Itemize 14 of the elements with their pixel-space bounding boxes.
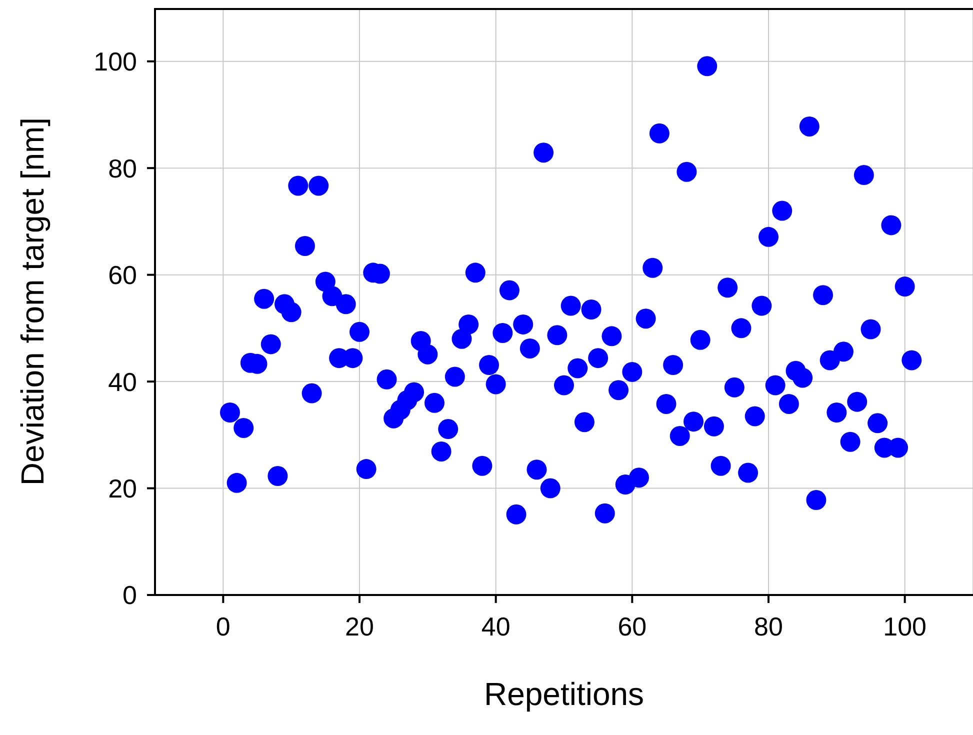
x-tick-label: 60 — [618, 611, 647, 642]
y-tick-label: 40 — [108, 366, 137, 397]
y-axis-title: Deviation from target [nm] — [14, 117, 50, 486]
x-tick-label: 80 — [754, 611, 783, 642]
y-tick-label: 100 — [94, 46, 137, 77]
x-tick-label: 0 — [216, 611, 230, 642]
x-axis-title: Repetitions — [484, 676, 644, 712]
y-tick-label: 80 — [108, 153, 137, 184]
x-tick-label: 40 — [481, 611, 510, 642]
y-tick-label: 20 — [108, 474, 137, 504]
y-tick-label: 0 — [122, 580, 137, 610]
y-tick-label: 60 — [108, 260, 137, 290]
x-tick-label: 100 — [883, 611, 927, 642]
x-tick-label: 20 — [345, 611, 374, 642]
